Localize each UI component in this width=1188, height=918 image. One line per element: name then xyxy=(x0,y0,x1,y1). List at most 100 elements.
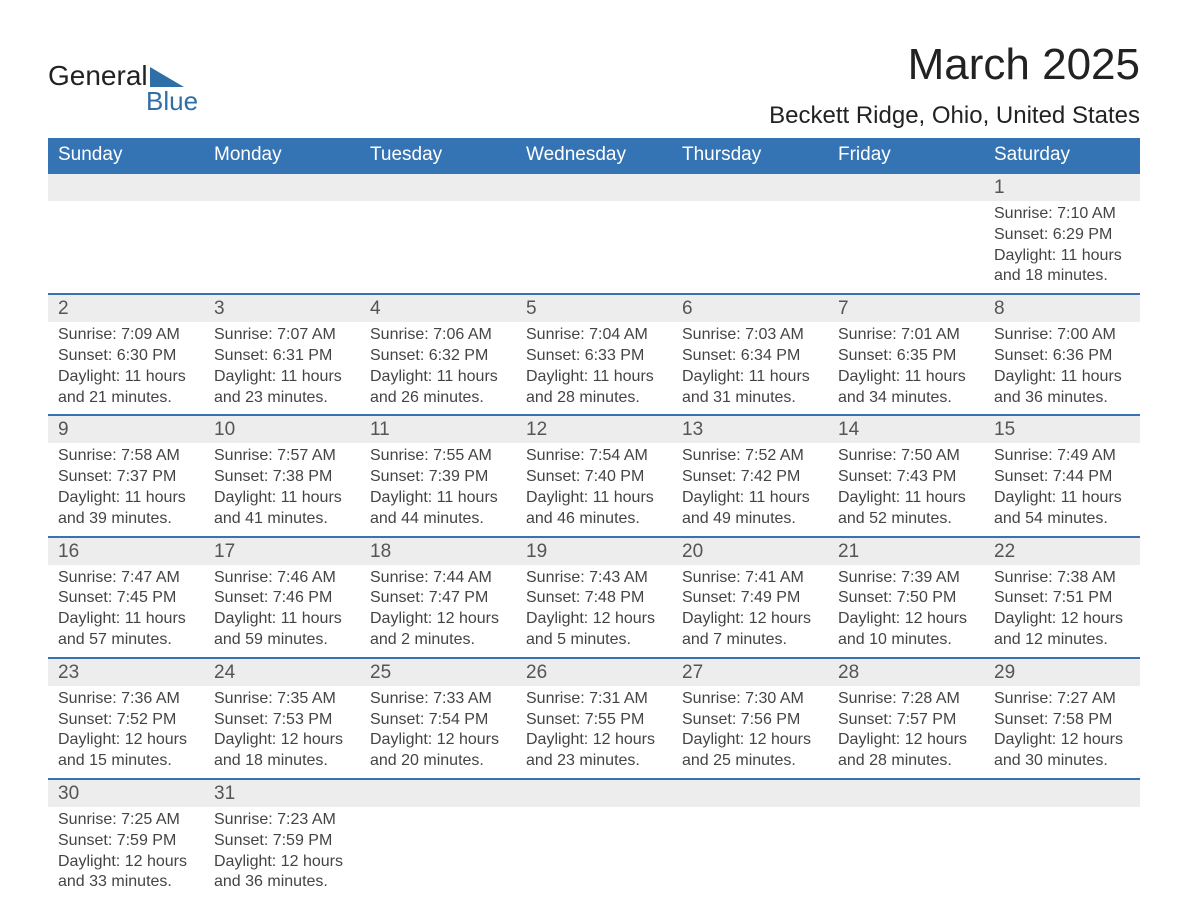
day-detail-cell xyxy=(984,807,1140,899)
day-number: 20 xyxy=(672,538,828,565)
day-day2: and 30 minutes. xyxy=(994,751,1130,772)
day-detail-cell: Sunrise: 7:01 AMSunset: 6:35 PMDaylight:… xyxy=(828,322,984,414)
day-sunset: Sunset: 6:34 PM xyxy=(682,346,818,367)
day-day1: Daylight: 12 hours xyxy=(370,609,506,630)
day-number: 10 xyxy=(204,416,360,443)
day-number: 2 xyxy=(48,295,204,322)
day-sunset: Sunset: 6:36 PM xyxy=(994,346,1130,367)
day-number: 4 xyxy=(360,295,516,322)
day-day1: Daylight: 11 hours xyxy=(838,488,974,509)
day-detail-cell: Sunrise: 7:28 AMSunset: 7:57 PMDaylight:… xyxy=(828,686,984,778)
day-day1: Daylight: 12 hours xyxy=(838,730,974,751)
day-detail-cell: Sunrise: 7:33 AMSunset: 7:54 PMDaylight:… xyxy=(360,686,516,778)
logo-text-general: General xyxy=(48,60,148,92)
day-number: 12 xyxy=(516,416,672,443)
day-sunrise: Sunrise: 7:41 AM xyxy=(682,568,818,589)
day-sunrise: Sunrise: 7:36 AM xyxy=(58,689,194,710)
day-detail-cell: Sunrise: 7:43 AMSunset: 7:48 PMDaylight:… xyxy=(516,565,672,657)
day-number: 25 xyxy=(360,659,516,686)
day-sunset: Sunset: 6:32 PM xyxy=(370,346,506,367)
day-number xyxy=(828,780,984,807)
day-number xyxy=(828,174,984,201)
day-number: 7 xyxy=(828,295,984,322)
day-sunset: Sunset: 6:31 PM xyxy=(214,346,350,367)
day-day1: Daylight: 12 hours xyxy=(682,730,818,751)
day-sunset: Sunset: 7:46 PM xyxy=(214,588,350,609)
day-sunset: Sunset: 7:50 PM xyxy=(838,588,974,609)
day-number-row: 3031 xyxy=(48,778,1140,807)
logo: General Blue xyxy=(48,40,198,117)
day-sunrise: Sunrise: 7:38 AM xyxy=(994,568,1130,589)
day-sunrise: Sunrise: 7:57 AM xyxy=(214,446,350,467)
day-number-row: 2345678 xyxy=(48,293,1140,322)
calendar-header-row: SundayMondayTuesdayWednesdayThursdayFrid… xyxy=(48,138,1140,172)
day-day2: and 41 minutes. xyxy=(214,509,350,530)
day-day1: Daylight: 11 hours xyxy=(682,367,818,388)
day-number: 1 xyxy=(984,174,1140,201)
day-detail-cell: Sunrise: 7:49 AMSunset: 7:44 PMDaylight:… xyxy=(984,443,1140,535)
day-detail-row: Sunrise: 7:47 AMSunset: 7:45 PMDaylight:… xyxy=(48,565,1140,657)
day-detail-cell xyxy=(360,807,516,899)
day-detail-cell: Sunrise: 7:25 AMSunset: 7:59 PMDaylight:… xyxy=(48,807,204,899)
day-number xyxy=(984,780,1140,807)
calendar: SundayMondayTuesdayWednesdayThursdayFrid… xyxy=(48,138,1140,899)
day-day1: Daylight: 12 hours xyxy=(58,730,194,751)
day-detail-cell: Sunrise: 7:03 AMSunset: 6:34 PMDaylight:… xyxy=(672,322,828,414)
day-day2: and 18 minutes. xyxy=(994,266,1130,287)
day-sunset: Sunset: 7:49 PM xyxy=(682,588,818,609)
day-detail-cell: Sunrise: 7:07 AMSunset: 6:31 PMDaylight:… xyxy=(204,322,360,414)
day-sunrise: Sunrise: 7:28 AM xyxy=(838,689,974,710)
day-number xyxy=(360,174,516,201)
day-sunrise: Sunrise: 7:31 AM xyxy=(526,689,662,710)
day-day1: Daylight: 12 hours xyxy=(838,609,974,630)
day-day1: Daylight: 12 hours xyxy=(58,852,194,873)
day-detail-cell: Sunrise: 7:30 AMSunset: 7:56 PMDaylight:… xyxy=(672,686,828,778)
day-day1: Daylight: 11 hours xyxy=(214,488,350,509)
day-day2: and 54 minutes. xyxy=(994,509,1130,530)
day-day1: Daylight: 12 hours xyxy=(682,609,818,630)
day-number: 13 xyxy=(672,416,828,443)
day-detail-cell: Sunrise: 7:46 AMSunset: 7:46 PMDaylight:… xyxy=(204,565,360,657)
day-detail-row: Sunrise: 7:25 AMSunset: 7:59 PMDaylight:… xyxy=(48,807,1140,899)
day-sunset: Sunset: 7:42 PM xyxy=(682,467,818,488)
day-sunset: Sunset: 6:33 PM xyxy=(526,346,662,367)
day-number xyxy=(672,174,828,201)
day-day2: and 59 minutes. xyxy=(214,630,350,651)
day-detail-cell: Sunrise: 7:10 AMSunset: 6:29 PMDaylight:… xyxy=(984,201,1140,293)
day-sunset: Sunset: 7:44 PM xyxy=(994,467,1130,488)
day-day2: and 7 minutes. xyxy=(682,630,818,651)
day-sunset: Sunset: 7:47 PM xyxy=(370,588,506,609)
day-detail-cell: Sunrise: 7:58 AMSunset: 7:37 PMDaylight:… xyxy=(48,443,204,535)
day-sunrise: Sunrise: 7:43 AM xyxy=(526,568,662,589)
day-number: 24 xyxy=(204,659,360,686)
day-number: 31 xyxy=(204,780,360,807)
day-detail-row: Sunrise: 7:10 AMSunset: 6:29 PMDaylight:… xyxy=(48,201,1140,293)
day-number-row: 16171819202122 xyxy=(48,536,1140,565)
calendar-header-cell: Monday xyxy=(204,138,360,172)
day-number: 3 xyxy=(204,295,360,322)
day-number: 18 xyxy=(360,538,516,565)
day-sunrise: Sunrise: 7:52 AM xyxy=(682,446,818,467)
calendar-header-cell: Wednesday xyxy=(516,138,672,172)
day-sunrise: Sunrise: 7:46 AM xyxy=(214,568,350,589)
day-sunset: Sunset: 7:57 PM xyxy=(838,710,974,731)
day-number: 6 xyxy=(672,295,828,322)
day-detail-row: Sunrise: 7:58 AMSunset: 7:37 PMDaylight:… xyxy=(48,443,1140,535)
day-day2: and 46 minutes. xyxy=(526,509,662,530)
day-number xyxy=(204,174,360,201)
day-day2: and 5 minutes. xyxy=(526,630,662,651)
day-sunrise: Sunrise: 7:25 AM xyxy=(58,810,194,831)
day-day1: Daylight: 11 hours xyxy=(370,367,506,388)
day-day1: Daylight: 11 hours xyxy=(526,367,662,388)
day-detail-cell: Sunrise: 7:04 AMSunset: 6:33 PMDaylight:… xyxy=(516,322,672,414)
day-sunrise: Sunrise: 7:27 AM xyxy=(994,689,1130,710)
day-detail-cell: Sunrise: 7:06 AMSunset: 6:32 PMDaylight:… xyxy=(360,322,516,414)
day-day2: and 26 minutes. xyxy=(370,388,506,409)
day-sunset: Sunset: 7:37 PM xyxy=(58,467,194,488)
day-sunrise: Sunrise: 7:39 AM xyxy=(838,568,974,589)
day-detail-cell: Sunrise: 7:57 AMSunset: 7:38 PMDaylight:… xyxy=(204,443,360,535)
day-detail-cell: Sunrise: 7:55 AMSunset: 7:39 PMDaylight:… xyxy=(360,443,516,535)
day-day2: and 20 minutes. xyxy=(370,751,506,772)
day-number xyxy=(516,174,672,201)
day-day2: and 23 minutes. xyxy=(214,388,350,409)
